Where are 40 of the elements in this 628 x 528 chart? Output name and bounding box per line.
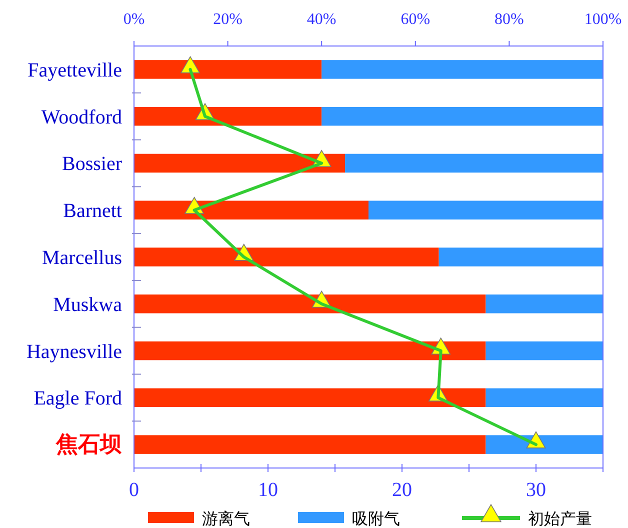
bar — [345, 154, 603, 173]
bar — [134, 435, 486, 454]
bar — [322, 60, 603, 79]
bar — [486, 435, 603, 454]
x-tick-label: 20% — [213, 11, 242, 28]
legend-label: 吸附气 — [352, 509, 400, 528]
bar — [134, 294, 486, 314]
bar — [134, 154, 346, 173]
bar — [486, 341, 603, 360]
bar — [134, 248, 439, 266]
x2-tick-label: 30 — [526, 479, 546, 501]
y-tick-label: Haynesville — [26, 340, 122, 363]
x2-tick-label: 20 — [392, 479, 412, 501]
bar — [486, 294, 603, 314]
bar — [134, 388, 486, 408]
y-tick-label: Eagle Ford — [34, 388, 122, 410]
y-tick-label: Woodford — [41, 106, 122, 128]
x-tick-label: 60% — [400, 11, 430, 28]
bar — [368, 200, 603, 220]
x-tick-label: 40% — [306, 11, 336, 28]
y-tick-label: Barnett — [63, 200, 122, 222]
bar — [322, 106, 603, 126]
y-tick-label: 焦石坝 — [55, 432, 122, 458]
y-tick-label: Marcellus — [42, 247, 122, 269]
bar — [134, 200, 368, 220]
x-tick-label: 100% — [584, 11, 622, 28]
x-tick-label: 80% — [494, 11, 524, 28]
legend-label: 初始产量 — [528, 509, 592, 528]
bar — [134, 341, 486, 360]
x-tick-label: 0% — [123, 11, 145, 28]
y-tick-label: Muskwa — [53, 294, 122, 316]
y-tick-label: Bossier — [62, 153, 122, 176]
bar — [134, 60, 322, 79]
bar — [486, 388, 603, 408]
legend-label: 游离气 — [202, 509, 250, 528]
x2-tick-label: 0 — [129, 479, 139, 501]
x2-tick-label: 10 — [258, 479, 278, 501]
bar — [134, 106, 322, 126]
bar — [438, 248, 603, 266]
y-tick-label: Fayetteville — [28, 59, 122, 82]
